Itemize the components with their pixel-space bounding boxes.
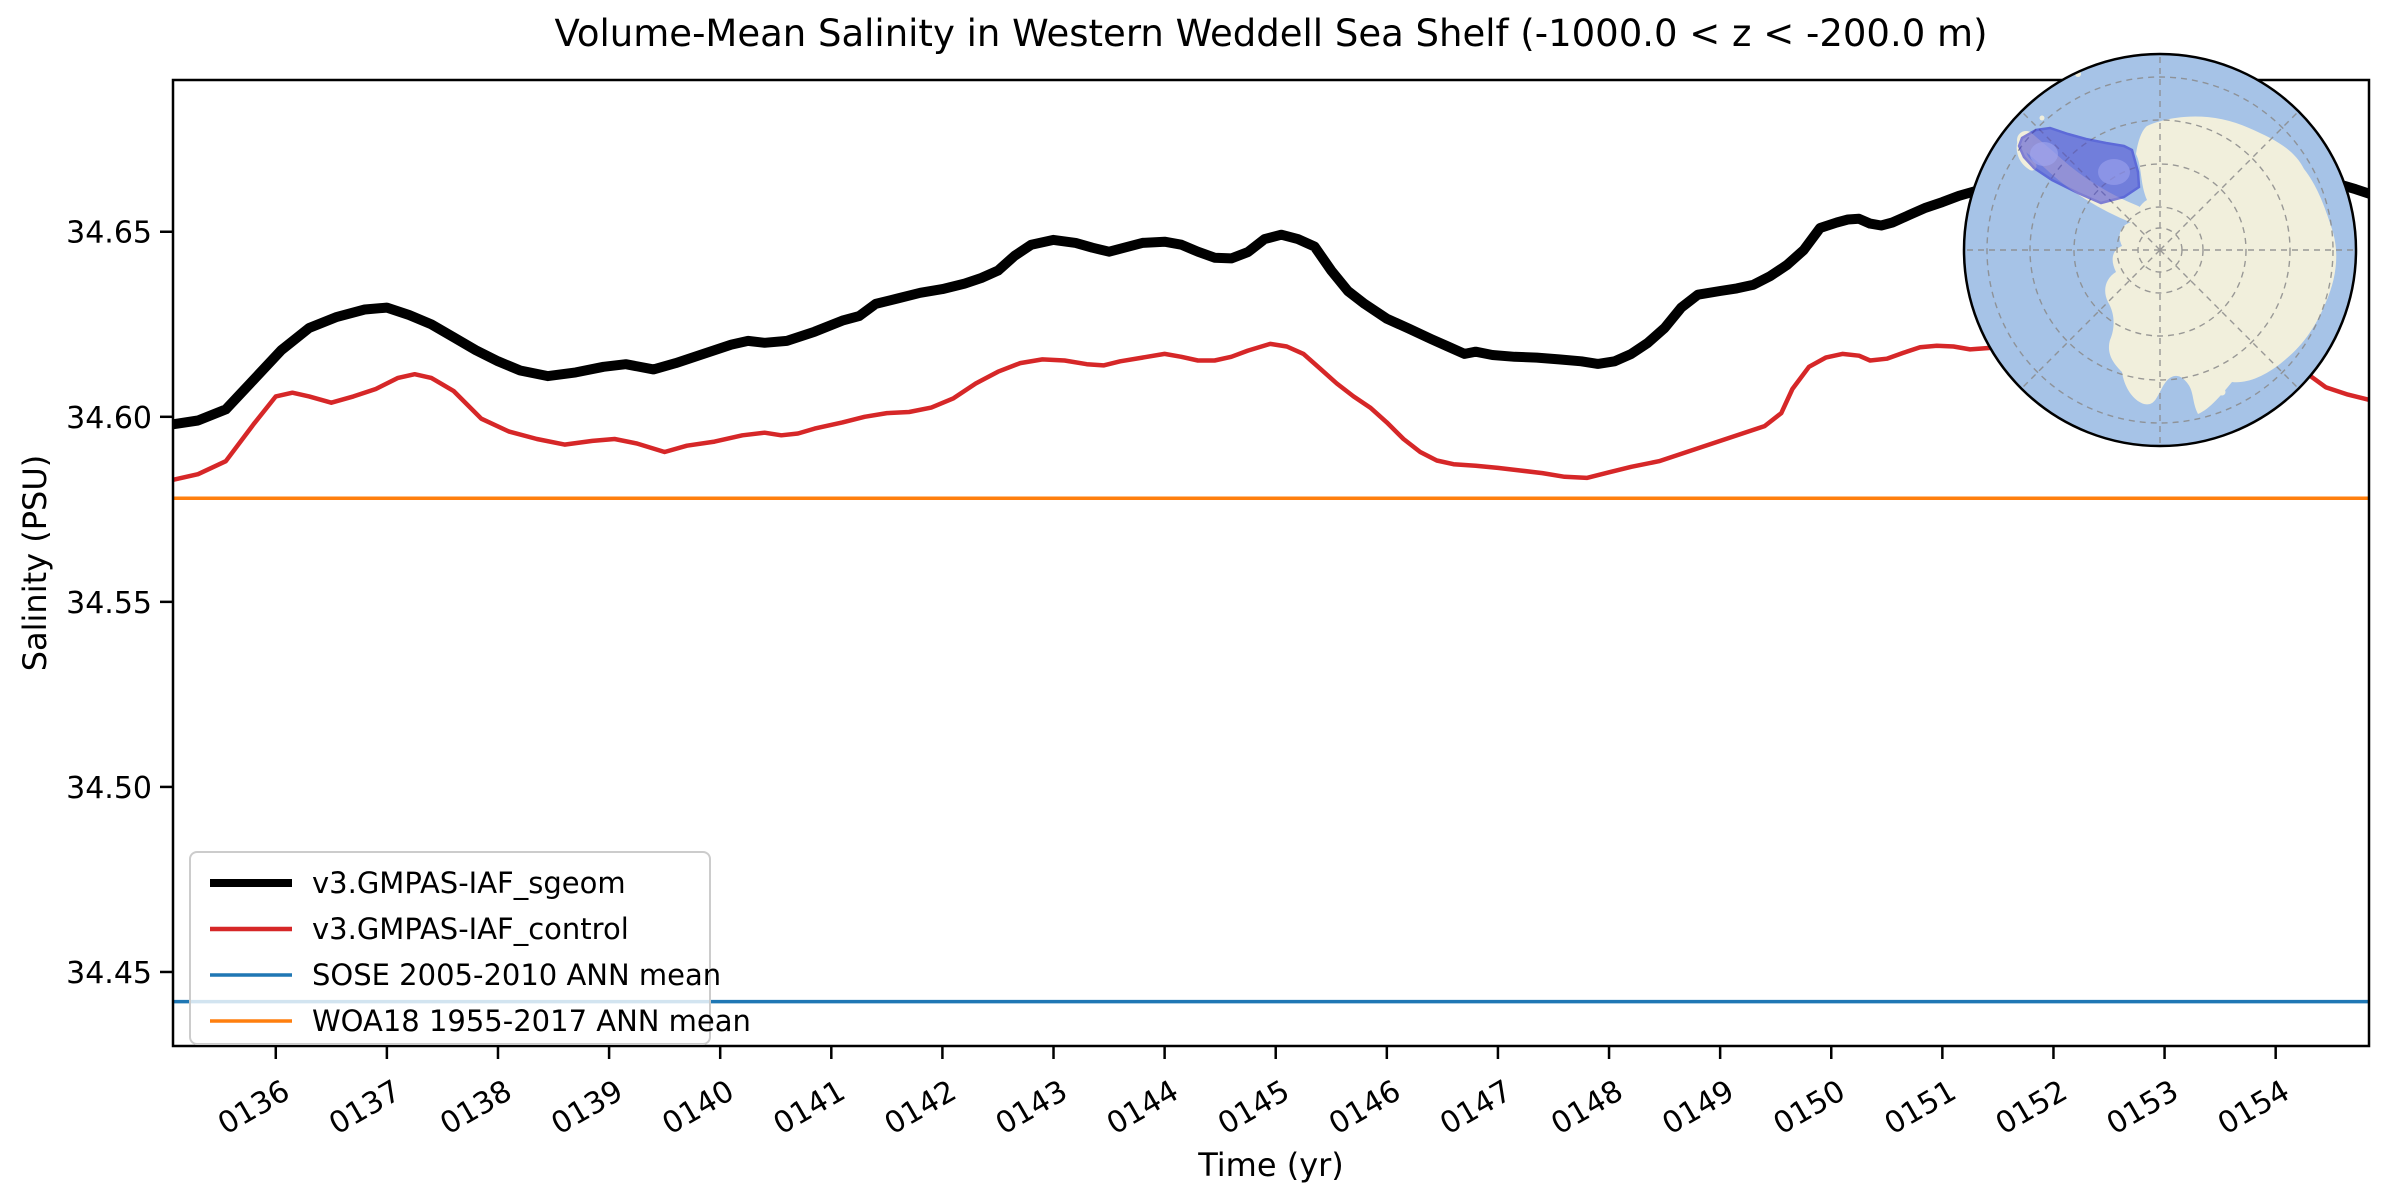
x-tick-label: 0144 (1101, 1074, 1185, 1142)
x-tick-label: 0150 (1768, 1074, 1852, 1142)
x-tick-label: 0151 (1879, 1074, 1963, 1142)
series-line-0 (173, 176, 2369, 430)
chart-title: Volume-Mean Salinity in Western Weddell … (554, 12, 1987, 55)
x-tick-label: 0137 (323, 1074, 407, 1142)
y-tick-label: 34.45 (66, 956, 152, 991)
legend-entry-label: v3.GMPAS-IAF_sgeom (312, 866, 626, 900)
antarctica-inset-map (1962, 52, 2358, 448)
x-tick-label: 0145 (1212, 1074, 1296, 1142)
y-tick-label: 34.60 (66, 401, 152, 436)
series-line-1 (173, 340, 2369, 482)
x-tick-label: 0136 (212, 1074, 296, 1142)
plot-border (171, 78, 2371, 1048)
x-tick-label: 0147 (1434, 1074, 1518, 1142)
x-tick-label: 0154 (2212, 1074, 2296, 1142)
x-tick-label: 0138 (434, 1074, 518, 1142)
y-tick-label: 34.50 (66, 771, 152, 806)
x-tick-label: 0143 (990, 1074, 1074, 1142)
x-tick-label: 0152 (1990, 1074, 2074, 1142)
x-tick-label: 0140 (657, 1074, 741, 1142)
legend-box (189, 851, 711, 1045)
y-tick-label: 34.65 (66, 216, 152, 251)
legend: v3.GMPAS-IAF_sgeom v3.GMPAS-IAF_control SO… (189, 851, 751, 1045)
x-tick-label: 0153 (2101, 1074, 2185, 1142)
map-graticule (1964, 54, 2356, 446)
x-tick-label: 0149 (1657, 1074, 1741, 1142)
x-tick-label: 0142 (879, 1074, 963, 1142)
x-tick-label: 0146 (1323, 1074, 1407, 1142)
y-tick-label: 34.55 (66, 586, 152, 621)
map-border (1962, 52, 2358, 448)
legend-entry-label: SOSE 2005-2010 ANN mean (312, 958, 721, 992)
y-axis-label: Salinity (PSU) (16, 455, 54, 672)
x-tick-label: 0141 (768, 1074, 852, 1142)
x-tick-label: 0139 (545, 1074, 629, 1142)
legend-entry-label: WOA18 1955-2017 ANN mean (312, 1004, 751, 1038)
legend-entry-label: v3.GMPAS-IAF_control (312, 912, 629, 946)
x-axis-label: Time (yr) (1197, 1146, 1344, 1184)
weddell-region-highlight (2017, 126, 2141, 205)
x-tick-label: 0148 (1545, 1074, 1629, 1142)
